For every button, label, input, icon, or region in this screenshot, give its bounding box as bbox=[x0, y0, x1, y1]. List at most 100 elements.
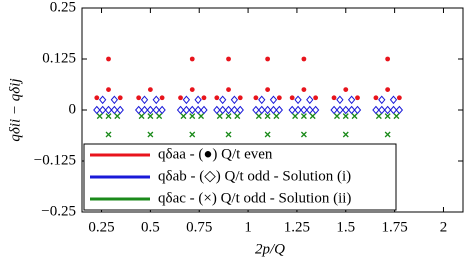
point bbox=[336, 105, 344, 115]
point bbox=[269, 105, 278, 115]
point bbox=[306, 105, 314, 115]
point bbox=[94, 95, 100, 101]
point bbox=[372, 105, 380, 115]
x-axis-label: 2p/Q bbox=[255, 241, 285, 257]
point bbox=[188, 105, 196, 115]
point bbox=[104, 105, 113, 115]
point bbox=[147, 131, 154, 138]
point bbox=[378, 95, 386, 105]
point bbox=[140, 105, 149, 115]
point bbox=[343, 87, 349, 92]
y-tick-label: −0.125 bbox=[34, 152, 76, 168]
point bbox=[156, 113, 163, 120]
point bbox=[384, 113, 391, 120]
point bbox=[265, 87, 271, 92]
point bbox=[383, 105, 392, 115]
point bbox=[140, 95, 149, 105]
point bbox=[194, 105, 202, 115]
x-tick-label: 1.25 bbox=[284, 219, 310, 235]
point bbox=[198, 113, 205, 120]
point bbox=[330, 105, 338, 115]
point bbox=[176, 105, 185, 115]
point bbox=[378, 105, 386, 115]
point bbox=[178, 95, 183, 101]
y-tick-label: −0.25 bbox=[41, 203, 76, 219]
x-tick-label: 1.75 bbox=[381, 219, 407, 235]
point bbox=[98, 105, 107, 115]
point bbox=[226, 56, 231, 62]
point bbox=[273, 113, 280, 120]
point bbox=[252, 105, 260, 115]
point bbox=[385, 87, 391, 92]
x-tick-label: 0.25 bbox=[88, 219, 114, 235]
point bbox=[224, 105, 233, 115]
point bbox=[353, 105, 362, 115]
point bbox=[230, 105, 239, 115]
point bbox=[389, 105, 398, 115]
legend-label: qδaa - (●) Q/t even bbox=[158, 146, 273, 162]
point bbox=[351, 113, 358, 120]
y-tick-label: 0.25 bbox=[50, 0, 76, 15]
point bbox=[152, 105, 160, 115]
point bbox=[342, 113, 349, 120]
point bbox=[110, 95, 119, 105]
point bbox=[289, 95, 295, 101]
point bbox=[117, 95, 123, 101]
point bbox=[189, 87, 195, 92]
point bbox=[331, 95, 337, 101]
point bbox=[159, 95, 165, 101]
point bbox=[342, 131, 349, 138]
point bbox=[226, 87, 231, 92]
point bbox=[147, 87, 153, 92]
point bbox=[334, 113, 340, 120]
point bbox=[182, 105, 191, 115]
x-tick-label: 1 bbox=[244, 219, 252, 235]
point bbox=[301, 87, 307, 92]
point bbox=[219, 105, 227, 115]
y-tick-label: 0 bbox=[69, 101, 77, 117]
point bbox=[264, 131, 271, 138]
point bbox=[385, 56, 391, 62]
point bbox=[105, 131, 112, 138]
point bbox=[138, 113, 145, 120]
x-tick-label: 2 bbox=[440, 219, 448, 235]
legend-label: qδac - (×) Q/t odd - Solution (ii) bbox=[158, 190, 351, 206]
y-tick-label: 0.125 bbox=[42, 50, 76, 66]
point bbox=[306, 95, 314, 105]
point bbox=[294, 105, 302, 115]
point bbox=[234, 113, 241, 120]
point bbox=[146, 105, 155, 115]
point bbox=[96, 113, 103, 120]
point bbox=[347, 105, 356, 115]
point bbox=[106, 87, 111, 92]
point bbox=[114, 113, 121, 120]
point bbox=[395, 105, 404, 115]
point bbox=[347, 95, 356, 105]
point bbox=[342, 105, 350, 115]
point bbox=[213, 105, 221, 115]
point bbox=[230, 95, 239, 105]
point bbox=[237, 95, 243, 101]
point bbox=[393, 113, 400, 120]
x-tick-label: 0.75 bbox=[186, 219, 212, 235]
point bbox=[275, 105, 283, 115]
point bbox=[373, 95, 379, 101]
point bbox=[336, 95, 344, 105]
point bbox=[309, 113, 316, 120]
plot-frame bbox=[81, 7, 464, 213]
point bbox=[263, 105, 272, 115]
point bbox=[301, 56, 307, 62]
point bbox=[219, 95, 227, 105]
point bbox=[313, 95, 319, 101]
point bbox=[152, 95, 160, 105]
point bbox=[253, 95, 259, 101]
point bbox=[194, 95, 202, 105]
point bbox=[116, 105, 124, 115]
point bbox=[236, 105, 244, 115]
point bbox=[300, 113, 307, 120]
x-tick-label: 1.5 bbox=[336, 219, 355, 235]
point bbox=[311, 105, 320, 115]
point bbox=[292, 113, 299, 120]
point bbox=[216, 113, 223, 120]
